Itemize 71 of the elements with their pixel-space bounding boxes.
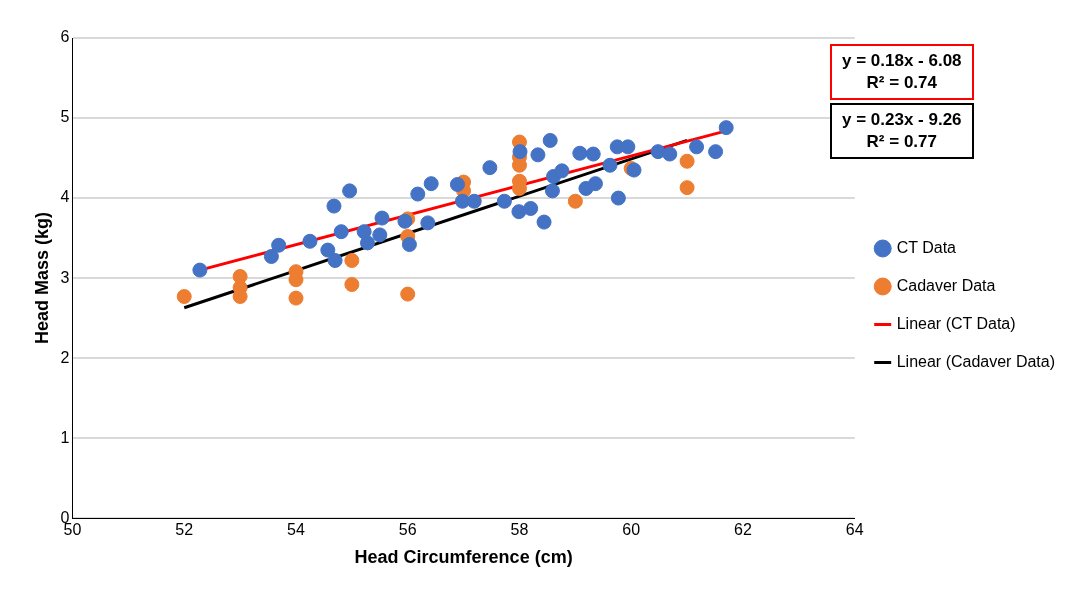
point [572, 145, 588, 161]
point [344, 252, 360, 268]
y-tick-label: 1 [60, 428, 70, 446]
point [232, 289, 248, 305]
x-tick-label: 50 [63, 521, 82, 539]
point [544, 183, 560, 199]
point [554, 163, 570, 179]
point [650, 144, 666, 160]
x-tick-label: 52 [175, 521, 194, 539]
y-axis-title: Head Mass (kg) [31, 212, 52, 345]
point [333, 224, 349, 240]
point [620, 139, 636, 155]
legend-label: CT Data [896, 238, 957, 256]
point [679, 153, 695, 169]
point [662, 146, 678, 162]
point [326, 198, 342, 214]
point [401, 236, 417, 252]
point [288, 290, 304, 306]
point [449, 176, 465, 192]
point [320, 242, 336, 258]
point [585, 146, 601, 162]
x-tick-label: 64 [845, 521, 864, 539]
y-tick-label: 4 [60, 188, 70, 206]
point [482, 160, 498, 176]
legend-label: Cadaver Data [896, 276, 996, 294]
point [360, 235, 375, 251]
legend-label: Linear (Cadaver Data) [896, 352, 1055, 370]
point [542, 132, 558, 148]
point [708, 144, 724, 160]
point [176, 289, 192, 305]
point [466, 193, 482, 209]
point [689, 139, 705, 155]
point [679, 180, 695, 196]
point [523, 200, 539, 216]
point [271, 237, 287, 253]
x-tick-label: 54 [287, 521, 305, 539]
point [344, 277, 360, 292]
point [530, 147, 546, 163]
point [192, 262, 208, 278]
point [410, 186, 426, 202]
point [496, 193, 512, 209]
point [567, 193, 583, 209]
point [512, 144, 528, 160]
annotation: y = 0.18x - 6.08 R² = 0.74 [830, 44, 974, 101]
x-axis-title: Head Circumference (cm) [354, 547, 573, 568]
y-tick-label: 5 [60, 108, 70, 126]
point [454, 193, 470, 209]
point [374, 210, 390, 226]
point [400, 286, 416, 302]
x-tick-label: 56 [398, 521, 417, 539]
annotation: y = 0.23x - 9.26 R² = 0.77 [830, 103, 974, 160]
y-tick-label: 6 [60, 28, 70, 46]
point [602, 157, 618, 173]
y-tick-label: 2 [60, 348, 70, 366]
point [372, 227, 388, 243]
point [511, 204, 527, 220]
point [423, 176, 439, 192]
point [536, 214, 552, 230]
y-tick-label: 3 [60, 268, 70, 286]
point [263, 248, 279, 264]
point [302, 233, 318, 249]
point [587, 176, 603, 192]
point [718, 120, 734, 136]
point [420, 215, 436, 231]
x-tick-label: 60 [622, 521, 641, 539]
point [327, 252, 343, 268]
x-tick-label: 58 [510, 521, 529, 539]
x-tick-label: 62 [734, 521, 752, 539]
point [610, 190, 626, 206]
legend-label: Linear (CT Data) [896, 314, 1016, 332]
point [342, 183, 358, 199]
